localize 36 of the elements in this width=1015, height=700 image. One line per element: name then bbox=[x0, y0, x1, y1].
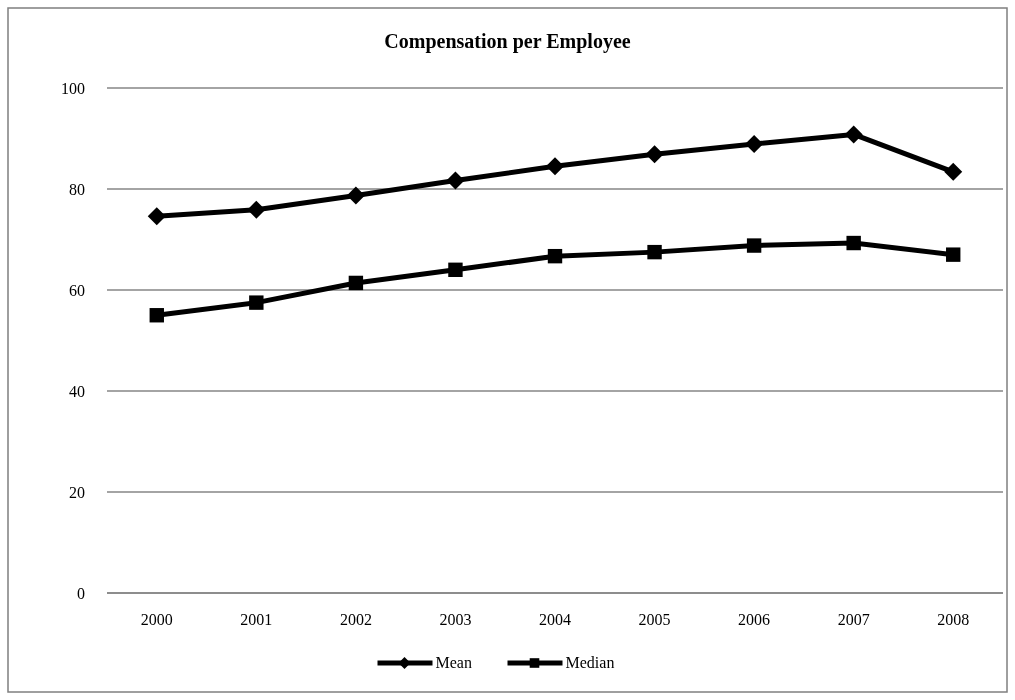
point bbox=[547, 248, 563, 264]
point bbox=[647, 244, 662, 260]
x-tick-label: 2003 bbox=[439, 611, 472, 628]
point bbox=[745, 135, 764, 154]
point bbox=[844, 125, 863, 144]
y-tick-label: 100 bbox=[61, 79, 85, 97]
point bbox=[149, 308, 164, 323]
x-tick-label: 2000 bbox=[140, 611, 173, 628]
point bbox=[448, 262, 463, 277]
legend-label: Mean bbox=[435, 654, 472, 671]
legend-label: Median bbox=[565, 654, 615, 671]
y-tick-label: 0 bbox=[77, 584, 85, 602]
point bbox=[147, 207, 166, 226]
y-tick-label: 80 bbox=[69, 180, 85, 198]
point bbox=[846, 235, 861, 251]
x-tick-label: 2002 bbox=[339, 611, 372, 628]
point bbox=[645, 145, 664, 164]
y-tick-label: 20 bbox=[69, 483, 85, 501]
point bbox=[346, 186, 365, 205]
x-tick-label: 2005 bbox=[638, 611, 671, 628]
x-tick-label: 2007 bbox=[837, 611, 870, 628]
point bbox=[249, 295, 264, 310]
point bbox=[247, 200, 266, 219]
point bbox=[746, 238, 762, 253]
x-tick-label: 2006 bbox=[738, 611, 771, 628]
point bbox=[946, 247, 961, 262]
y-tick-label: 60 bbox=[69, 281, 85, 299]
point bbox=[446, 171, 465, 190]
point bbox=[546, 157, 564, 176]
y-tick-label: 40 bbox=[69, 382, 85, 400]
point bbox=[944, 162, 963, 181]
x-tick-label: 2004 bbox=[539, 611, 571, 628]
point bbox=[348, 275, 364, 291]
x-tick-label: 2008 bbox=[937, 611, 970, 628]
x-tick-label: 2001 bbox=[240, 611, 273, 628]
chart-title: Compensation per Employee bbox=[384, 30, 631, 53]
